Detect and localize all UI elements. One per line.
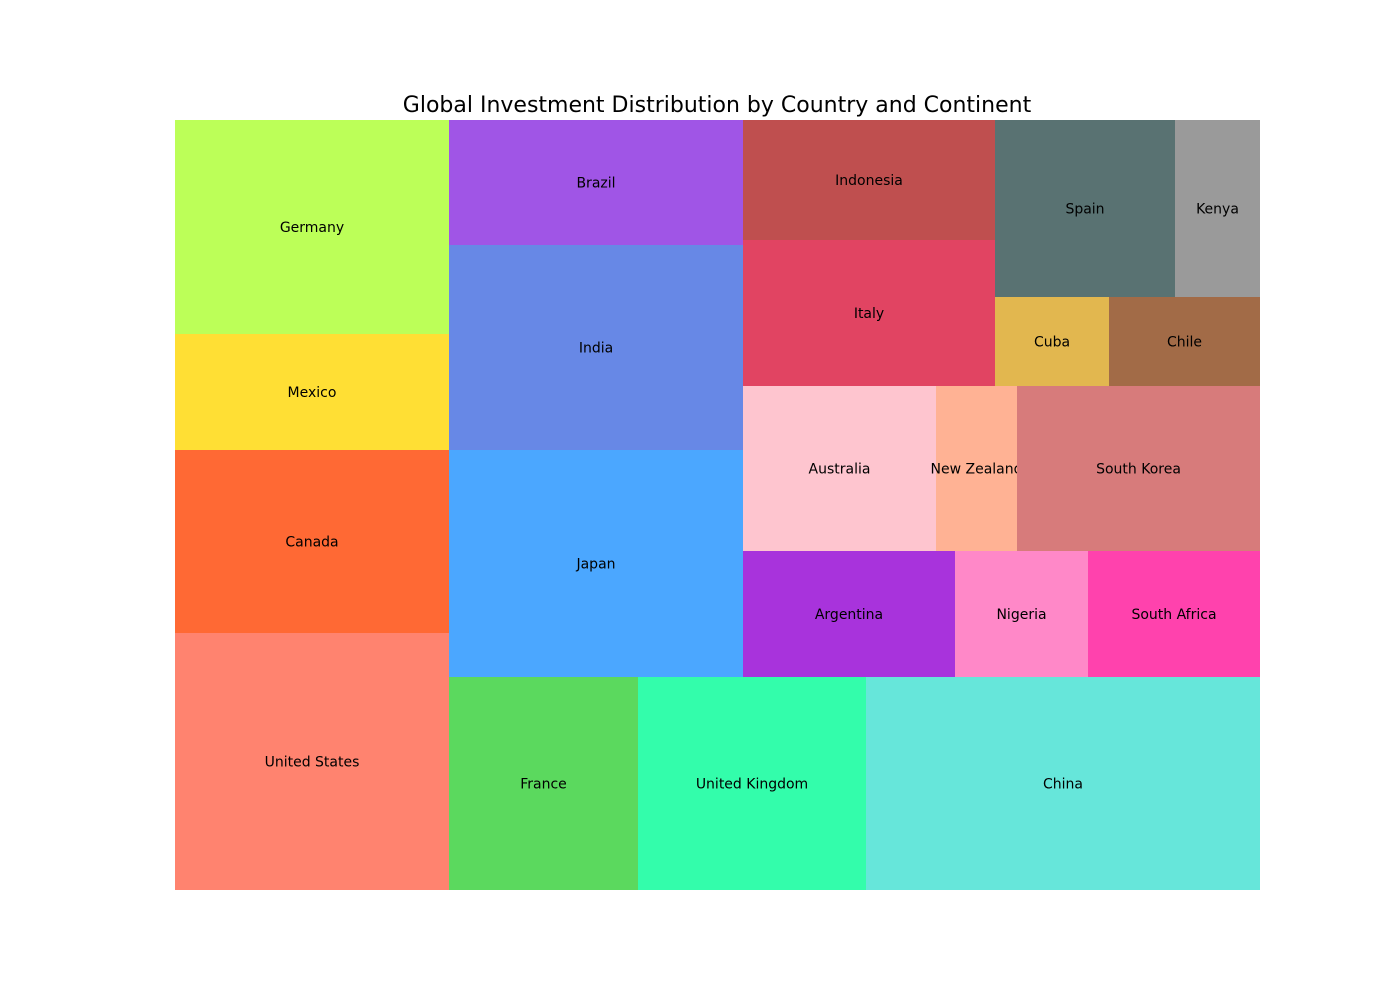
tile-rect-france (449, 677, 638, 890)
tile-argentina: Argentina (743, 551, 955, 677)
tile-united-kingdom: United Kingdom (638, 677, 866, 890)
tile-south-africa: South Africa (1088, 551, 1260, 677)
tile-label-indonesia: Indonesia (835, 173, 903, 189)
tile-rect-mexico (175, 334, 449, 450)
tile-mexico: Mexico (175, 334, 449, 450)
tile-chile: Chile (1109, 297, 1260, 386)
tile-rect-spain (995, 120, 1175, 297)
tile-spain: Spain (995, 120, 1175, 297)
tile-label-japan: Japan (575, 557, 615, 573)
treemap-tiles: United States Canada Mexico Germany Japan Ind… (175, 120, 1260, 890)
tile-rect-new-zealand (936, 386, 1017, 551)
tile-label-kenya: Kenya (1196, 202, 1239, 218)
tile-rect-united-kingdom (638, 677, 866, 890)
tile-label-cuba: Cuba (1034, 335, 1070, 351)
tile-nigeria: Nigeria (955, 551, 1088, 677)
tile-rect-indonesia (743, 120, 995, 240)
tile-rect-argentina (743, 551, 955, 677)
tile-label-germany: Germany (280, 220, 344, 236)
tile-rect-brazil (449, 120, 743, 245)
tile-label-china: China (1043, 777, 1083, 793)
tile-label-spain: Spain (1065, 202, 1104, 218)
tile-label-france: France (520, 777, 567, 793)
tile-united-states: United States (175, 633, 449, 890)
tile-rect-india (449, 245, 743, 450)
tile-canada: Canada (175, 450, 449, 633)
tile-label-brazil: Brazil (576, 176, 615, 192)
tile-label-italy: Italy (854, 306, 884, 322)
chart-title: Global Investment Distribution by Countr… (403, 93, 1032, 118)
tile-new-zealand: New Zealand (931, 386, 1023, 551)
tile-rect-united-states (175, 633, 449, 890)
tile-japan: Japan (449, 450, 743, 677)
tile-rect-canada (175, 450, 449, 633)
tile-cuba: Cuba (995, 297, 1109, 386)
tile-rect-italy (743, 240, 995, 386)
tile-label-south-africa: South Africa (1131, 607, 1216, 623)
tile-germany: Germany (175, 120, 449, 334)
tile-rect-cuba (995, 297, 1109, 386)
tile-rect-japan (449, 450, 743, 677)
tile-rect-kenya (1175, 120, 1260, 297)
tile-label-chile: Chile (1167, 335, 1202, 351)
tile-kenya: Kenya (1175, 120, 1260, 297)
tile-brazil: Brazil (449, 120, 743, 245)
tile-australia: Australia (743, 386, 936, 551)
tile-india: India (449, 245, 743, 450)
tile-rect-australia (743, 386, 936, 551)
tile-rect-china (866, 677, 1260, 890)
tile-rect-south-africa (1088, 551, 1260, 677)
tile-rect-nigeria (955, 551, 1088, 677)
tile-label-canada: Canada (285, 535, 338, 551)
tile-italy: Italy (743, 240, 995, 386)
tile-label-united-kingdom: United Kingdom (696, 777, 808, 793)
tile-south-korea: South Korea (1017, 386, 1260, 551)
tile-france: France (449, 677, 638, 890)
tile-label-new-zealand: New Zealand (931, 462, 1023, 478)
tile-indonesia: Indonesia (743, 120, 995, 240)
tile-label-mexico: Mexico (288, 385, 337, 401)
tile-label-south-korea: South Korea (1096, 462, 1181, 478)
tile-label-argentina: Argentina (815, 607, 883, 623)
tile-china: China (866, 677, 1260, 890)
tile-label-australia: Australia (809, 462, 871, 478)
tile-label-united-states: United States (265, 755, 360, 771)
tile-label-nigeria: Nigeria (996, 607, 1046, 623)
tile-label-india: India (579, 341, 613, 357)
tile-rect-chile (1109, 297, 1260, 386)
tile-rect-south-korea (1017, 386, 1260, 551)
tile-rect-germany (175, 120, 449, 334)
